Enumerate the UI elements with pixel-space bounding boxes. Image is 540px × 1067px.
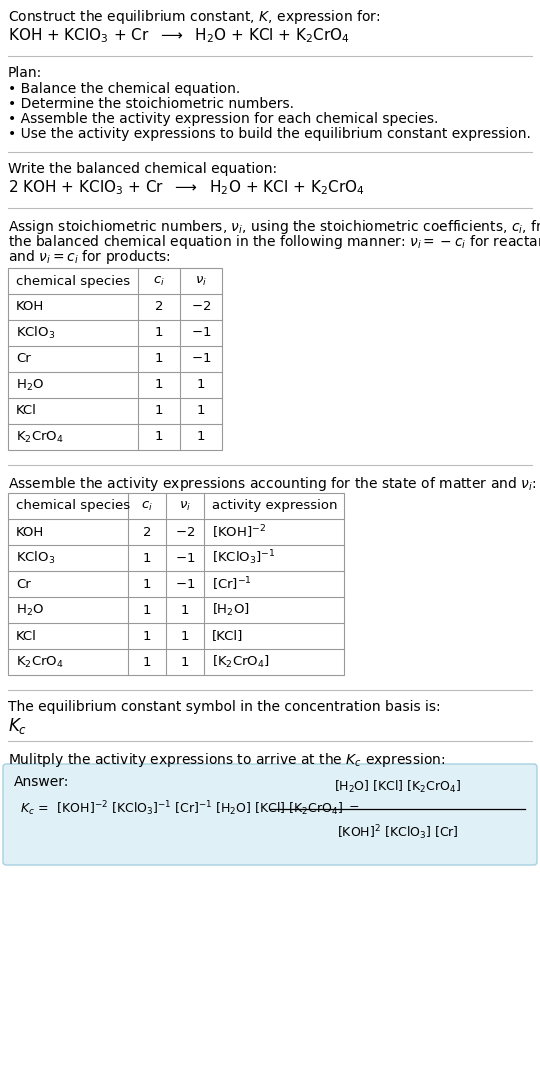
Text: 1: 1 [181,655,189,669]
Text: $K_c$: $K_c$ [8,716,27,736]
Text: • Use the activity expressions to build the equilibrium constant expression.: • Use the activity expressions to build … [8,127,531,141]
Text: K$_2$CrO$_4$: K$_2$CrO$_4$ [16,654,64,670]
Text: $-1$: $-1$ [175,577,195,590]
Text: Plan:: Plan: [8,66,42,80]
Text: the balanced chemical equation in the following manner: $\nu_i = -c_i$ for react: the balanced chemical equation in the fo… [8,233,540,251]
Text: Write the balanced chemical equation:: Write the balanced chemical equation: [8,162,277,176]
FancyBboxPatch shape [3,764,537,865]
Text: 1: 1 [143,630,151,642]
Text: 1: 1 [143,552,151,564]
Text: [Cr]$^{-1}$: [Cr]$^{-1}$ [212,575,252,593]
Text: H$_2$O: H$_2$O [16,378,44,393]
Text: 1: 1 [197,404,205,417]
Text: $-2$: $-2$ [175,526,195,539]
Text: Cr: Cr [16,352,31,366]
Bar [8,493,344,675]
Text: The equilibrium constant symbol in the concentration basis is:: The equilibrium constant symbol in the c… [8,700,441,714]
Text: 1: 1 [143,604,151,617]
Text: [K$_2$CrO$_4$]: [K$_2$CrO$_4$] [212,654,270,670]
Text: $-1$: $-1$ [191,327,211,339]
Text: 1: 1 [155,379,163,392]
Bar [8,268,222,450]
Text: H$_2$O: H$_2$O [16,603,44,618]
Text: 1: 1 [143,577,151,590]
Text: $\nu_i$: $\nu_i$ [179,499,191,512]
Text: K$_2$CrO$_4$: K$_2$CrO$_4$ [16,429,64,445]
Text: 1: 1 [181,630,189,642]
Text: • Assemble the activity expression for each chemical species.: • Assemble the activity expression for e… [8,112,438,126]
Text: activity expression: activity expression [212,499,338,512]
Text: Mulitply the activity expressions to arrive at the $K_c$ expression:: Mulitply the activity expressions to arr… [8,751,446,769]
Text: Answer:: Answer: [14,775,69,789]
Text: 1: 1 [155,430,163,444]
Text: 1: 1 [155,327,163,339]
Text: chemical species: chemical species [16,274,130,287]
Text: Cr: Cr [16,577,31,590]
Text: 1: 1 [181,604,189,617]
Text: $c_i$: $c_i$ [153,274,165,287]
Text: 1: 1 [155,352,163,366]
Text: KClO$_3$: KClO$_3$ [16,550,55,567]
Text: 2: 2 [155,301,163,314]
Text: [KOH]$^{-2}$: [KOH]$^{-2}$ [212,523,266,541]
Text: KClO$_3$: KClO$_3$ [16,325,55,341]
Text: [H$_2$O] [KCl] [K$_2$CrO$_4$]: [H$_2$O] [KCl] [K$_2$CrO$_4$] [334,779,461,795]
Text: 1: 1 [155,404,163,417]
Text: KOH: KOH [16,301,44,314]
Text: $-1$: $-1$ [175,552,195,564]
Text: Construct the equilibrium constant, $K$, expression for:: Construct the equilibrium constant, $K$,… [8,7,381,26]
Text: Assign stoichiometric numbers, $\nu_i$, using the stoichiometric coefficients, $: Assign stoichiometric numbers, $\nu_i$, … [8,218,540,236]
Text: KCl: KCl [16,630,37,642]
Text: and $\nu_i = c_i$ for products:: and $\nu_i = c_i$ for products: [8,248,171,266]
Text: [H$_2$O]: [H$_2$O] [212,602,249,618]
Text: $K_c\, =\,$ [KOH]$^{-2}$ [KClO$_3$]$^{-1}$ [Cr]$^{-1}$ [H$_2$O] [KCl] [K$_2$CrO$: $K_c\, =\,$ [KOH]$^{-2}$ [KClO$_3$]$^{-1… [20,799,360,818]
Text: 2: 2 [143,526,151,539]
Text: [KCl]: [KCl] [212,630,244,642]
Text: [KClO$_3$]$^{-1}$: [KClO$_3$]$^{-1}$ [212,548,275,568]
Text: 1: 1 [143,655,151,669]
Text: 1: 1 [197,379,205,392]
Text: KOH: KOH [16,526,44,539]
Text: • Balance the chemical equation.: • Balance the chemical equation. [8,82,240,96]
Text: 2 KOH + KClO$_3$ + Cr  $\longrightarrow$  H$_2$O + KCl + K$_2$CrO$_4$: 2 KOH + KClO$_3$ + Cr $\longrightarrow$ … [8,178,365,196]
Text: $\nu_i$: $\nu_i$ [195,274,207,287]
Text: $-1$: $-1$ [191,352,211,366]
Text: $c_i$: $c_i$ [141,499,153,512]
Text: KCl: KCl [16,404,37,417]
Text: $-2$: $-2$ [191,301,211,314]
Text: KOH + KClO$_3$ + Cr  $\longrightarrow$  H$_2$O + KCl + K$_2$CrO$_4$: KOH + KClO$_3$ + Cr $\longrightarrow$ H$… [8,26,350,45]
Text: chemical species: chemical species [16,499,130,512]
Text: • Determine the stoichiometric numbers.: • Determine the stoichiometric numbers. [8,97,294,111]
Text: [KOH]$^2$ [KClO$_3$] [Cr]: [KOH]$^2$ [KClO$_3$] [Cr] [336,823,458,842]
Text: 1: 1 [197,430,205,444]
Text: Assemble the activity expressions accounting for the state of matter and $\nu_i$: Assemble the activity expressions accoun… [8,475,536,493]
